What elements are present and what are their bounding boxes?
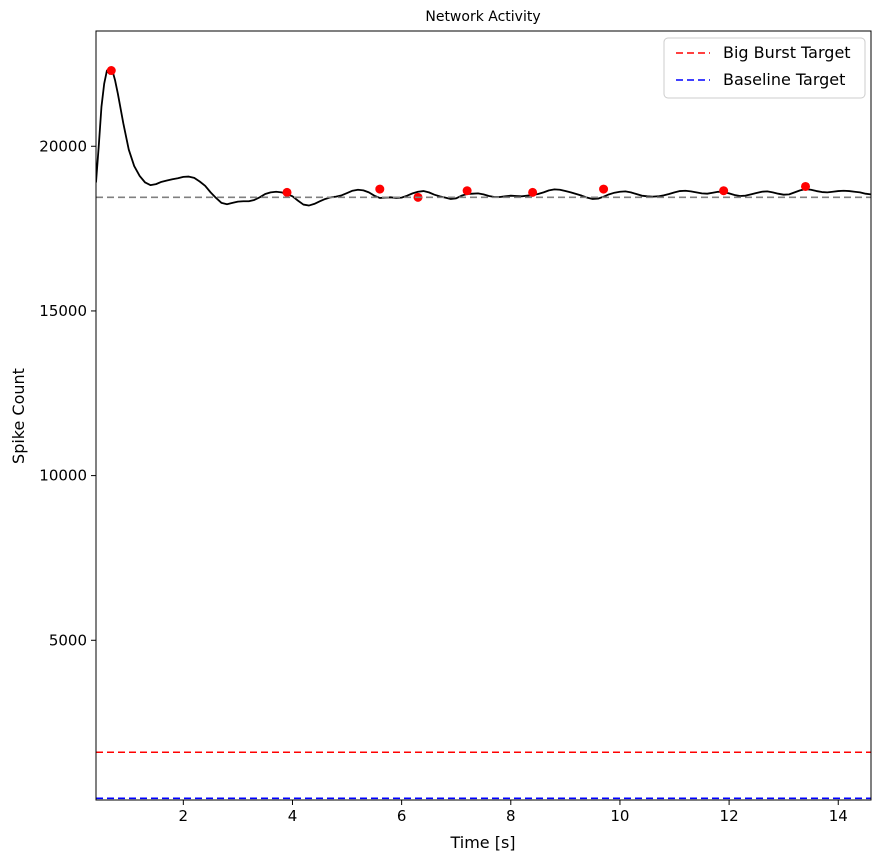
x-tick-label: 10 (610, 807, 629, 825)
peak-marker (801, 181, 811, 191)
y-tick-label: 10000 (39, 467, 87, 485)
legend-label: Big Burst Target (723, 43, 851, 62)
axes-frame (95, 30, 872, 801)
series-0-line (96, 69, 871, 207)
peak-marker (599, 184, 609, 194)
y-tick-label: 20000 (39, 137, 87, 155)
chart-title: Network Activity (425, 9, 540, 25)
x-axis: 2 4 6 8 10 12 14 (179, 800, 848, 825)
y-axis-label: Spike Count (9, 368, 28, 464)
peak-marker (462, 186, 472, 196)
peak-marker (106, 66, 116, 76)
x-tick-label: 14 (829, 807, 848, 825)
legend-label: Baseline Target (723, 70, 845, 89)
x-tick-label: 8 (506, 807, 516, 825)
x-tick-label: 2 (179, 807, 189, 825)
peak-marker (282, 187, 292, 197)
y-tick-label: 15000 (39, 302, 87, 320)
legend: Big Burst Target Baseline Target (663, 37, 866, 99)
y-axis: 5000 10000 15000 20000 (39, 137, 96, 649)
peak-marker (375, 184, 385, 194)
x-axis-label: Time [s] (449, 833, 515, 852)
x-tick-label: 4 (288, 807, 298, 825)
peak-marker (719, 186, 729, 196)
legend-box (663, 37, 866, 99)
y-tick-label: 5000 (49, 631, 87, 649)
x-tick-label: 12 (720, 807, 739, 825)
plot-area (96, 66, 871, 800)
peak-marker (528, 187, 538, 197)
x-tick-label: 6 (397, 807, 407, 825)
series-group (96, 66, 871, 800)
